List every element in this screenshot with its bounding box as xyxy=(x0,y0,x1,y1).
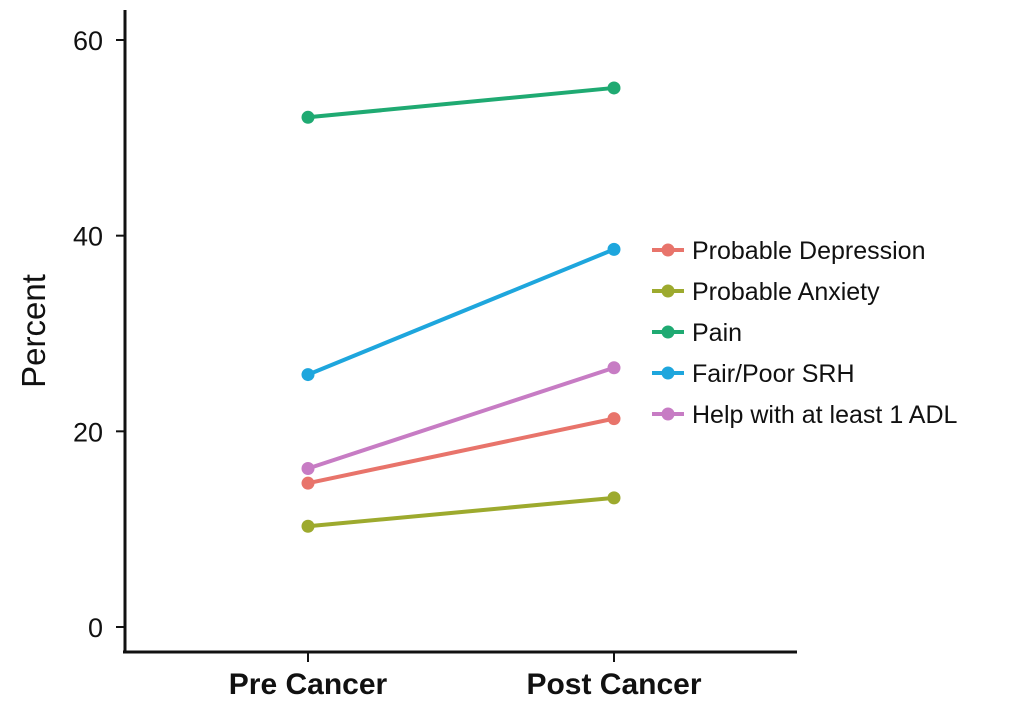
x-tick-label: Post Cancer xyxy=(526,668,701,701)
legend: Probable Depression Probable Anxiety Pain F… xyxy=(652,237,958,429)
series-line xyxy=(306,365,616,471)
data-point xyxy=(607,242,621,256)
legend-item: Probable Depression xyxy=(652,237,925,265)
data-point xyxy=(301,519,315,533)
y-tick-label: 40 xyxy=(73,222,103,252)
series-fair-poor-srh xyxy=(301,242,621,382)
legend-label: Probable Anxiety xyxy=(692,278,880,306)
legend-label: Pain xyxy=(692,319,742,347)
legend-label: Fair/Poor SRH xyxy=(692,360,855,388)
legend-label: Help with at least 1 ADL xyxy=(692,401,958,429)
data-point xyxy=(301,110,315,124)
legend-swatch-point xyxy=(661,366,675,380)
data-point xyxy=(607,412,621,426)
y-tick-label: 0 xyxy=(88,613,103,643)
legend-swatch-point xyxy=(661,284,675,298)
data-point xyxy=(607,361,621,375)
x-tick-label: Pre Cancer xyxy=(229,668,388,701)
data-point xyxy=(301,462,315,476)
series-line xyxy=(306,247,616,377)
series-probable-anxiety xyxy=(301,491,621,533)
legend-item: Pain xyxy=(652,319,742,347)
legend-item: Fair/Poor SRH xyxy=(652,360,855,388)
y-axis-ticks: 0 20 40 60 xyxy=(73,26,125,643)
series-pain xyxy=(301,81,621,124)
legend-swatch-point xyxy=(661,243,675,257)
series-line xyxy=(306,495,616,529)
legend-swatch-point xyxy=(661,325,675,339)
series-line xyxy=(306,416,616,486)
x-axis-ticks: Pre Cancer Post Cancer xyxy=(229,652,702,701)
series-help-with-at-least-1-adl xyxy=(301,361,621,476)
y-tick-label: 60 xyxy=(73,26,103,56)
series-probable-depression xyxy=(301,412,621,490)
data-point xyxy=(607,491,621,505)
legend-label: Probable Depression xyxy=(692,237,925,265)
y-tick-label: 20 xyxy=(73,417,103,447)
legend-item: Probable Anxiety xyxy=(652,278,880,306)
legend-swatch-point xyxy=(661,407,675,421)
data-point xyxy=(301,368,315,382)
data-point xyxy=(607,81,621,95)
series-layer xyxy=(301,81,621,533)
y-axis-title: Percent xyxy=(15,274,52,388)
axes xyxy=(123,10,797,654)
data-point xyxy=(301,476,315,490)
legend-item: Help with at least 1 ADL xyxy=(652,401,958,429)
series-line xyxy=(306,85,616,120)
